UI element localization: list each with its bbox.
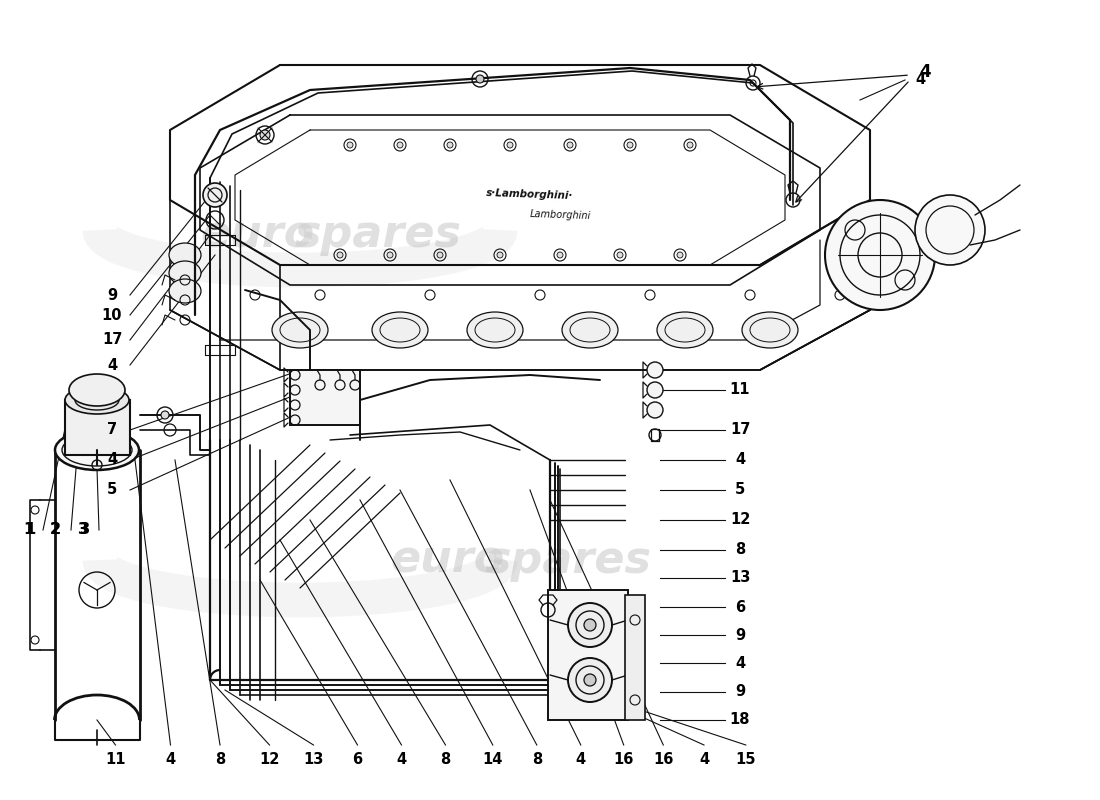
Circle shape — [825, 200, 935, 310]
Text: spares: spares — [295, 214, 462, 257]
Text: 4: 4 — [698, 753, 710, 767]
Text: 14: 14 — [483, 753, 503, 767]
Text: 4: 4 — [107, 358, 117, 373]
Text: euro: euro — [200, 214, 315, 257]
Circle shape — [260, 130, 270, 140]
Circle shape — [447, 142, 453, 148]
Text: 4: 4 — [735, 655, 745, 670]
Ellipse shape — [372, 312, 428, 348]
Circle shape — [397, 142, 403, 148]
Text: 1: 1 — [23, 522, 33, 538]
Text: 4: 4 — [915, 73, 925, 87]
Text: 15: 15 — [736, 753, 756, 767]
Text: 2: 2 — [51, 522, 62, 538]
Text: 16: 16 — [614, 753, 634, 767]
Text: 4: 4 — [396, 753, 407, 767]
Text: 6: 6 — [735, 599, 745, 614]
Circle shape — [437, 252, 443, 258]
Circle shape — [647, 382, 663, 398]
Text: 13: 13 — [729, 570, 750, 586]
Ellipse shape — [272, 312, 328, 348]
Text: 8: 8 — [440, 753, 451, 767]
Ellipse shape — [55, 430, 139, 470]
Ellipse shape — [657, 312, 713, 348]
Circle shape — [568, 603, 612, 647]
Circle shape — [387, 252, 393, 258]
Text: 10: 10 — [101, 307, 122, 322]
Circle shape — [647, 402, 663, 418]
Circle shape — [584, 674, 596, 686]
Text: 12: 12 — [729, 513, 750, 527]
Ellipse shape — [169, 261, 201, 285]
Circle shape — [161, 411, 169, 419]
Text: euro: euro — [390, 538, 505, 582]
Circle shape — [557, 252, 563, 258]
Text: 6: 6 — [352, 753, 363, 767]
Circle shape — [915, 195, 984, 265]
Text: 5: 5 — [735, 482, 745, 498]
Circle shape — [647, 362, 663, 378]
Text: 16: 16 — [653, 753, 673, 767]
Ellipse shape — [65, 386, 129, 414]
Ellipse shape — [742, 312, 797, 348]
Text: 8: 8 — [214, 753, 225, 767]
Circle shape — [617, 252, 623, 258]
Circle shape — [476, 75, 484, 83]
Circle shape — [337, 252, 343, 258]
Bar — [65, 400, 130, 455]
Text: 2: 2 — [50, 522, 60, 538]
Circle shape — [507, 142, 513, 148]
Text: 8: 8 — [531, 753, 542, 767]
Text: 4: 4 — [165, 753, 176, 767]
Text: s·Lamborghini·: s·Lamborghini· — [486, 189, 574, 202]
Circle shape — [627, 142, 632, 148]
Text: Lamborghini: Lamborghini — [529, 209, 591, 221]
Circle shape — [676, 252, 683, 258]
Ellipse shape — [169, 243, 201, 267]
Text: 4: 4 — [575, 753, 586, 767]
Circle shape — [497, 252, 503, 258]
Circle shape — [346, 142, 353, 148]
Circle shape — [566, 142, 573, 148]
Text: 9: 9 — [735, 627, 745, 642]
Text: 12: 12 — [260, 753, 279, 767]
Text: 9: 9 — [735, 685, 745, 699]
Circle shape — [204, 183, 227, 207]
Text: 4: 4 — [107, 453, 117, 467]
Text: 7: 7 — [107, 422, 117, 438]
Bar — [625, 595, 645, 720]
Text: 3: 3 — [79, 522, 89, 538]
Text: 11: 11 — [729, 382, 750, 398]
Ellipse shape — [69, 374, 125, 406]
Text: 5: 5 — [107, 482, 117, 498]
Ellipse shape — [169, 279, 201, 303]
Circle shape — [688, 142, 693, 148]
Text: 11: 11 — [106, 753, 125, 767]
Text: 4: 4 — [920, 63, 931, 81]
Bar — [548, 590, 628, 720]
Bar — [290, 370, 360, 425]
Text: 3: 3 — [77, 522, 87, 538]
Text: spares: spares — [485, 538, 652, 582]
Text: 4: 4 — [735, 453, 745, 467]
Text: 9: 9 — [107, 287, 117, 302]
Text: 1: 1 — [25, 522, 35, 538]
Ellipse shape — [562, 312, 618, 348]
Circle shape — [584, 619, 596, 631]
Text: 18: 18 — [729, 713, 750, 727]
Circle shape — [568, 658, 612, 702]
Ellipse shape — [468, 312, 522, 348]
Text: 8: 8 — [735, 542, 745, 558]
Text: 17: 17 — [729, 422, 750, 438]
Text: 17: 17 — [102, 333, 122, 347]
Text: 13: 13 — [304, 753, 323, 767]
